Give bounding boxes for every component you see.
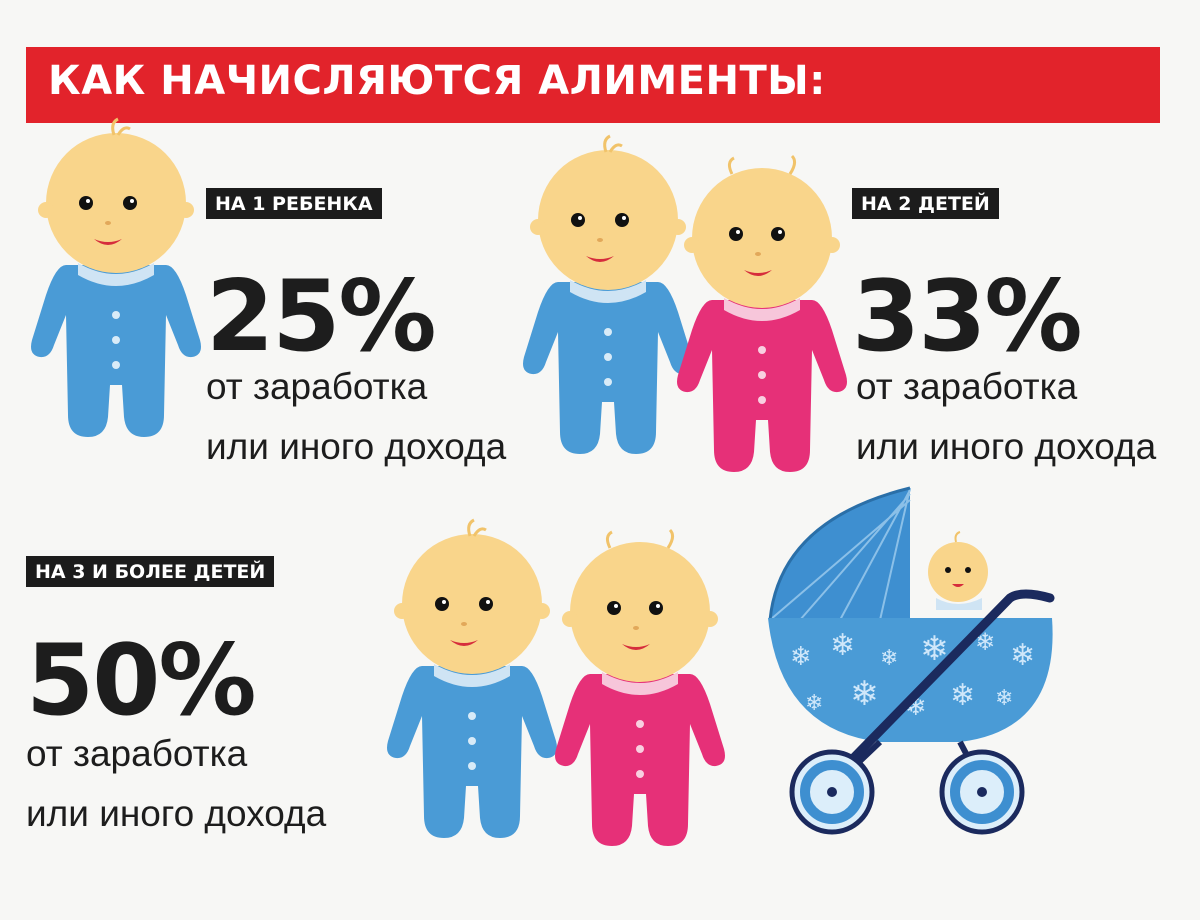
description-three-children: от заработка или иного дохода — [26, 724, 326, 844]
baby-boy-icon — [523, 134, 693, 454]
svg-text:❄: ❄ — [880, 646, 898, 671]
description-line-2: или иного дохода — [26, 793, 327, 834]
baby-girl-icon — [677, 154, 847, 472]
svg-text:❄: ❄ — [1010, 638, 1035, 673]
section-tag-two-children: НА 2 ДЕТЕЙ — [852, 188, 999, 219]
stroller-icon: ❄ ❄ ❄ ❄ ❄ ❄ ❄ ❄ ❄ ❄ ❄ — [768, 486, 1055, 835]
description-one-child: от заработка или иного дохода — [206, 357, 506, 477]
description-two-children: от заработка или иного дохода — [856, 357, 1156, 477]
description-line-2: или иного дохода — [856, 426, 1157, 467]
baby-boy-icon — [387, 518, 557, 838]
baby-boy-icon — [31, 117, 201, 437]
percent-three-children: 50% — [26, 624, 257, 738]
description-line-2: или иного дохода — [206, 426, 507, 467]
percent-two-children: 33% — [852, 260, 1083, 374]
svg-text:❄: ❄ — [805, 691, 823, 716]
section-tag-three-children: НА 3 И БОЛЕЕ ДЕТЕЙ — [26, 556, 275, 587]
svg-text:❄: ❄ — [830, 628, 855, 663]
baby-girl-icon — [555, 528, 725, 846]
svg-text:❄: ❄ — [790, 642, 812, 672]
svg-text:❄: ❄ — [950, 678, 975, 713]
svg-text:❄: ❄ — [850, 674, 879, 714]
description-line-1: от заработка — [206, 366, 428, 407]
description-line-1: от заработка — [856, 366, 1078, 407]
svg-text:❄: ❄ — [995, 686, 1013, 711]
section-tag-one-child: НА 1 РЕБЕНКА — [206, 188, 382, 219]
description-line-1: от заработка — [26, 733, 248, 774]
header-banner: КАК НАЧИСЛЯЮТСЯ АЛИМЕНТЫ: — [26, 47, 1160, 123]
percent-one-child: 25% — [206, 260, 437, 374]
page-title: КАК НАЧИСЛЯЮТСЯ АЛИМЕНТЫ: — [48, 58, 826, 104]
